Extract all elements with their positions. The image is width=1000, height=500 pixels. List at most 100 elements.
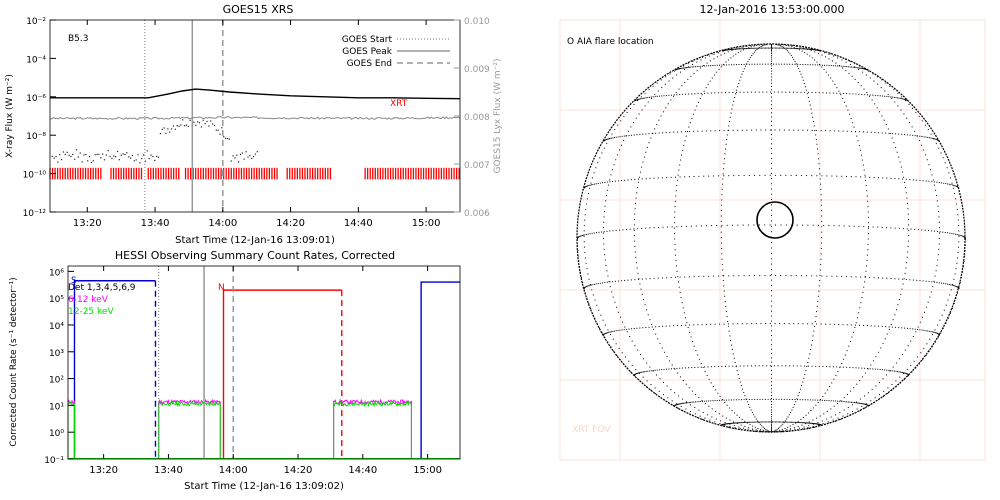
longitude-dot [866, 254, 868, 256]
longitude-dot [815, 49, 817, 51]
longitude-dot [624, 326, 626, 328]
latitude-dot [934, 332, 936, 334]
longitude-dot [734, 412, 736, 414]
latitude-dot [885, 132, 887, 134]
longitude-dot [739, 79, 741, 81]
longitude-dot [603, 237, 605, 239]
latitude-dot [898, 97, 900, 99]
longitude-dot [807, 96, 809, 98]
longitude-dot [722, 178, 724, 180]
latitude-dot [831, 275, 833, 277]
latitude-dot [645, 227, 647, 229]
latitude-dot [630, 279, 632, 281]
latitude-dot [642, 371, 644, 373]
longitude-dot [745, 48, 747, 50]
longitude-dot [821, 237, 823, 239]
latitude-dot [648, 96, 650, 98]
longitude-dot [672, 404, 674, 406]
latitude-dot [941, 282, 943, 284]
longitude-dot [771, 100, 772, 102]
longitude-dot [838, 65, 840, 67]
latitude-dot [815, 49, 817, 51]
latitude-dot [955, 185, 957, 187]
longitude-dot [956, 208, 958, 210]
longitude-dot [649, 366, 651, 368]
longitude-dot [603, 211, 605, 213]
longitude-dot [712, 385, 714, 387]
longitude-dot [744, 420, 746, 422]
latitude-dot [950, 284, 952, 286]
longitude-dot [903, 176, 905, 178]
latitude-dot [833, 323, 835, 325]
longitude-dot [958, 246, 960, 248]
latitude-dot [638, 98, 640, 100]
latitude-dot [726, 399, 728, 401]
longitude-dot [633, 218, 635, 220]
longitude-dot [674, 392, 676, 394]
longitude-dot [870, 364, 872, 366]
goes-short-point [103, 159, 106, 161]
longitude-dot [731, 349, 733, 351]
longitude-dot [715, 410, 717, 412]
latitude-dot [826, 275, 828, 277]
longitude-dot [901, 353, 903, 355]
goes-short-point [161, 128, 163, 130]
longitude-dot [584, 252, 586, 254]
longitude-dot [779, 426, 781, 428]
longitude-dot [810, 48, 812, 50]
longitude-dot [911, 126, 913, 128]
longitude-dot [678, 169, 680, 171]
sun-title: 12-Jan-2016 13:53:00.000 [700, 3, 845, 16]
longitude-dot [687, 63, 689, 65]
latitude-dot [579, 235, 581, 237]
longitude-dot [628, 360, 630, 362]
longitude-dot [771, 231, 772, 233]
hessi-legend-6-12: 6-12 keV [68, 295, 109, 305]
goes-short-point [126, 152, 128, 154]
longitude-dot [660, 115, 662, 117]
latitude-dot [685, 402, 687, 404]
longitude-dot [809, 104, 811, 106]
longitude-dot [706, 414, 708, 416]
longitude-dot [771, 225, 772, 227]
longitude-dot [859, 380, 861, 382]
longitude-dot [746, 45, 748, 47]
longitude-dot [793, 427, 795, 429]
longitude-dot [835, 414, 837, 416]
latitude-dot [621, 135, 623, 137]
longitude-dot [862, 291, 864, 293]
longitude-dot [937, 324, 939, 326]
latitude-dot [729, 49, 731, 51]
longitude-dot [894, 101, 896, 103]
latitude-dot [814, 423, 816, 425]
longitude-dot [899, 161, 901, 163]
longitude-dot [724, 153, 726, 155]
latitude-dot [728, 323, 730, 325]
longitude-dot [947, 299, 949, 301]
longitude-dot [771, 429, 772, 431]
longitude-dot [771, 50, 772, 52]
latitude-dot [697, 93, 699, 95]
longitude-dot [802, 428, 804, 430]
longitude-dot [788, 45, 790, 47]
latitude-dot [831, 175, 833, 177]
longitude-dot [908, 235, 910, 237]
longitude-dot [683, 312, 685, 314]
longitude-dot [785, 44, 787, 46]
longitude-dot [733, 425, 735, 427]
longitude-dot [666, 385, 668, 387]
hessi-x-tick-label: 14:00 [219, 465, 248, 476]
goes-short-point [90, 161, 93, 164]
longitude-dot [753, 51, 755, 53]
longitude-dot [757, 47, 759, 49]
latitude-dot [723, 275, 725, 277]
longitude-dot [918, 140, 920, 142]
longitude-dot [929, 338, 931, 340]
latitude-dot [705, 130, 707, 132]
latitude-dot [774, 47, 776, 49]
latitude-dot [784, 421, 786, 423]
longitude-dot [634, 345, 636, 347]
longitude-dot [897, 304, 899, 306]
longitude-dot [723, 168, 725, 170]
longitude-dot [849, 63, 851, 65]
